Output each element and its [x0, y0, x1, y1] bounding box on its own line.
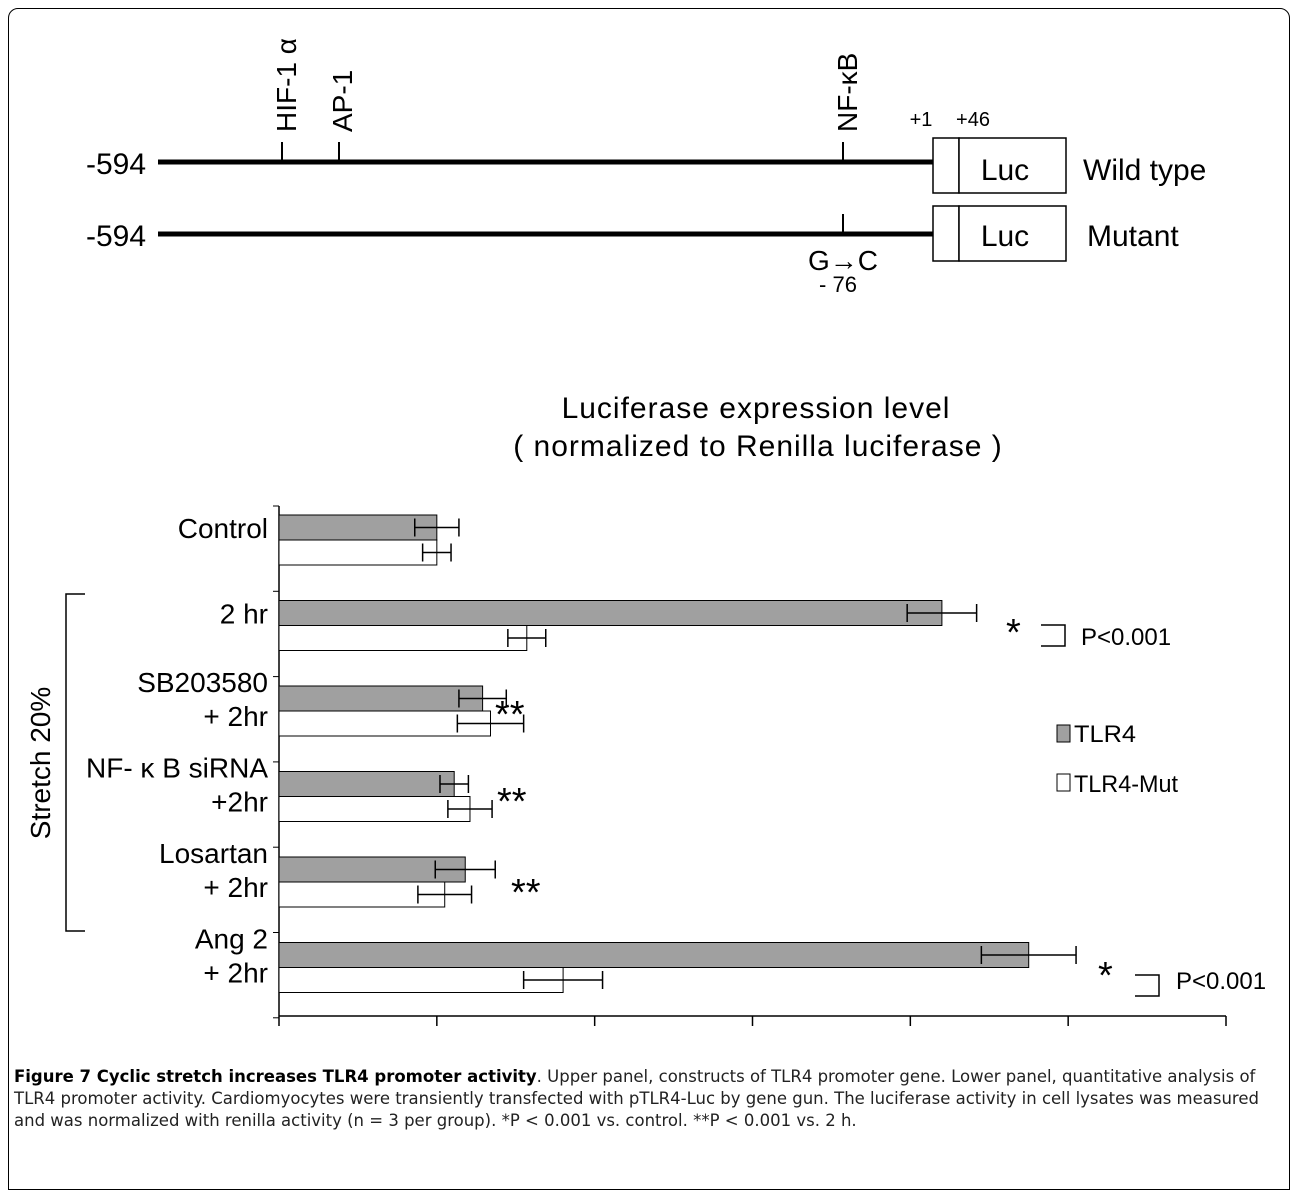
tss-position-label: +1	[910, 109, 933, 131]
bar-tlr4-mut	[278, 967, 564, 993]
wildtype-start-label: -594	[86, 148, 146, 181]
mutant-start-label: -594	[86, 220, 146, 253]
bar-tlr4	[278, 514, 438, 541]
category-label: SB203580	[137, 667, 268, 698]
bar-tlr4-mut	[278, 881, 446, 908]
mutation-label: G→C	[808, 245, 878, 276]
construct-diagram: -594 HIF-1 α AP-1 NF-κB +1 +46 Luc Wild …	[86, 38, 1206, 297]
end-position-label: +46	[956, 109, 990, 131]
bars-layer	[278, 514, 1077, 993]
pvalue-ang2: P<0.001	[1176, 968, 1266, 995]
mutant-small-box	[932, 205, 960, 262]
bar-tlr4	[278, 942, 1030, 968]
category-label: +2hr	[211, 787, 268, 818]
category-label: Control	[178, 513, 268, 544]
mutant-label: Mutant	[1087, 220, 1179, 253]
wildtype-luc-label: Luc	[981, 154, 1029, 187]
axes-layer: 0123456	[273, 505, 1227, 1026]
figure-caption: Figure 7 Cyclic stretch increases TLR4 p…	[14, 1066, 1282, 1132]
ap1-site-label: AP-1	[327, 70, 358, 132]
category-label: 2 hr	[220, 599, 268, 630]
wildtype-luc-box	[958, 137, 1067, 194]
bar-tlr4-mut	[278, 625, 528, 651]
hif1-site-label: HIF-1 α	[271, 38, 302, 132]
caption-body: . Upper panel, constructs of TLR4 promot…	[14, 1067, 1259, 1130]
bar-chart: Luciferase expression level ( normalized…	[25, 392, 1266, 1026]
pvalue-2hr: P<0.001	[1081, 624, 1171, 651]
stretch-group-label: Stretch 20%	[25, 687, 56, 840]
chart-legend: TLR4 TLR4-Mut	[1056, 721, 1178, 798]
bar-tlr4	[278, 685, 484, 712]
legend-label-tlr4: TLR4	[1074, 721, 1136, 748]
sig-stars-losartan: **	[511, 872, 541, 914]
category-label: Losartan	[159, 838, 268, 869]
bar-tlr4-mut	[278, 710, 491, 737]
legend-label-tlr4-mut: TLR4-Mut	[1074, 771, 1178, 798]
wildtype-small-box	[932, 137, 960, 194]
legend-swatch-tlr4-mut	[1056, 773, 1071, 792]
sig-star-ang2: *	[1098, 955, 1113, 997]
sig-stars-nfkb: **	[497, 781, 527, 823]
stretch-group-bracket	[65, 593, 85, 932]
bar-tlr4	[278, 771, 455, 797]
bar-tlr4	[278, 600, 943, 626]
figure-frame	[8, 8, 1290, 1190]
sig-stars-sb203580: **	[495, 694, 525, 736]
sig-star-2hr: *	[1006, 612, 1021, 654]
category-label: Ang 2	[195, 924, 268, 955]
category-label: + 2hr	[203, 958, 268, 989]
chart-subtitle: ( normalized to Renilla luciferase )	[513, 430, 1003, 463]
mutant-luc-label: Luc	[981, 220, 1029, 253]
category-label: + 2hr	[203, 701, 268, 732]
caption-title: Figure 7 Cyclic stretch increases TLR4 p…	[14, 1067, 537, 1086]
figure-canvas: -594 HIF-1 α AP-1 NF-κB +1 +46 Luc Wild …	[25, 38, 1266, 1026]
sig-bracket-ang2	[1135, 974, 1160, 997]
bar-tlr4-mut	[278, 539, 438, 566]
chart-title: Luciferase expression level	[562, 392, 951, 425]
category-label: NF- κ B siRNA	[86, 753, 268, 784]
bar-tlr4-mut	[278, 796, 471, 822]
bar-tlr4	[278, 856, 466, 883]
wildtype-label: Wild type	[1083, 154, 1206, 187]
nfkb-site-label: NF-κB	[832, 53, 863, 132]
category-label: + 2hr	[203, 872, 268, 903]
mutation-position-label: - 76	[819, 272, 857, 297]
mutant-luc-box	[958, 205, 1067, 262]
legend-swatch-tlr4	[1056, 724, 1071, 743]
sig-bracket-2hr	[1041, 624, 1066, 647]
